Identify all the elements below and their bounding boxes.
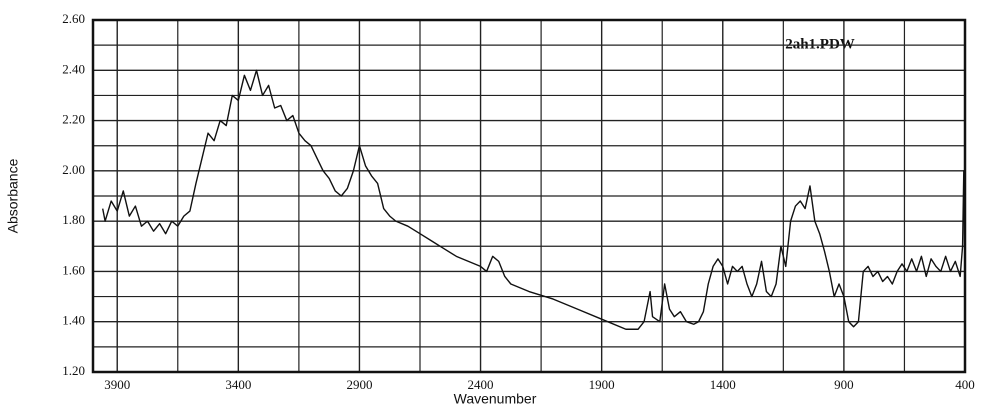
x-tick-label: 3400 <box>225 377 251 392</box>
annotation: 2ah1.PDW <box>785 36 855 52</box>
x-axis-label: Wavenumber <box>454 391 537 407</box>
y-tick-label: 2.00 <box>62 162 85 177</box>
x-tick-label: 1900 <box>589 377 615 392</box>
y-tick-label: 2.40 <box>62 61 85 76</box>
x-tick-label: 900 <box>834 377 854 392</box>
spectrum-line <box>102 69 966 330</box>
y-tick-label: 1.20 <box>62 363 85 378</box>
y-tick-label: 2.20 <box>62 112 85 127</box>
plot-frame <box>91 18 967 374</box>
x-tick-label: 2900 <box>346 377 372 392</box>
y-axis-label: Absorbance <box>5 158 21 233</box>
y-tick-label: 2.60 <box>62 11 85 26</box>
y-tick-label: 1.40 <box>62 313 85 328</box>
x-tick-label: 3900 <box>104 377 130 392</box>
x-tick-label: 1400 <box>710 377 736 392</box>
y-tick-label: 1.60 <box>62 262 85 277</box>
x-tick-label: 400 <box>955 377 975 392</box>
y-tick-label: 1.80 <box>62 212 85 227</box>
x-tick-label: 2400 <box>468 377 494 392</box>
